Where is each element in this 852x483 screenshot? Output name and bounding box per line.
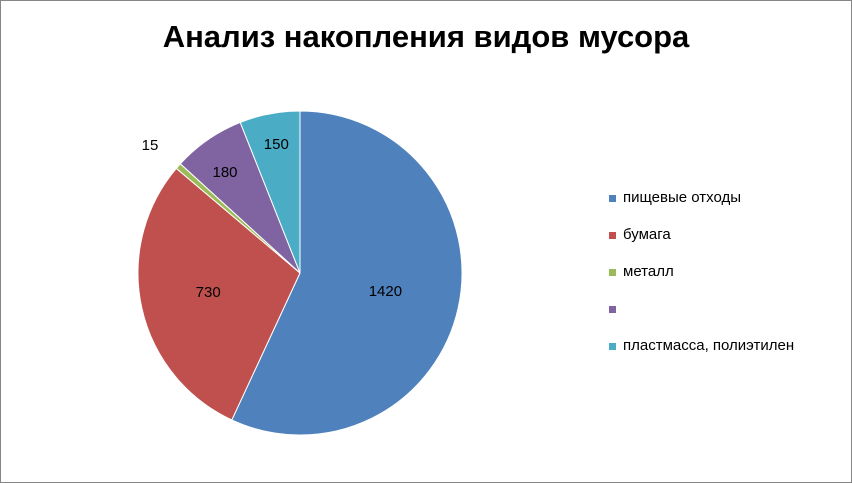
pie-slice-paper [137, 167, 301, 421]
legend-item: пищевые отходы [607, 187, 847, 224]
legend-swatch [609, 232, 616, 239]
data-label-unnamed: 180 [212, 164, 237, 181]
legend-swatch [609, 343, 616, 350]
legend-label: пластмасса, полиэтилен [623, 337, 795, 354]
pie-slice-plastic [239, 110, 301, 274]
legend-swatch [609, 195, 616, 202]
chart-title: Анализ накопления видов мусора [162, 19, 690, 54]
data-label-paper: 730 [196, 284, 221, 301]
legend-swatch [609, 306, 616, 313]
data-label-food-waste: 1420 [369, 283, 402, 300]
data-label-metal: 15 [142, 137, 159, 154]
legend-label: металл [623, 263, 674, 280]
legend-item: металл [607, 261, 847, 298]
legend-item [607, 298, 847, 335]
legend-swatch [609, 269, 616, 276]
pie-slice-food-waste [231, 110, 463, 436]
legend-item: пластмасса, полиэтилен [607, 335, 847, 372]
legend: пищевые отходы бумага металл пластмасса,… [607, 187, 847, 372]
legend-label: бумага [623, 226, 671, 243]
legend-label: пищевые отходы [623, 189, 742, 206]
data-label-plastic: 150 [264, 136, 289, 153]
legend-item: бумага [607, 224, 847, 261]
